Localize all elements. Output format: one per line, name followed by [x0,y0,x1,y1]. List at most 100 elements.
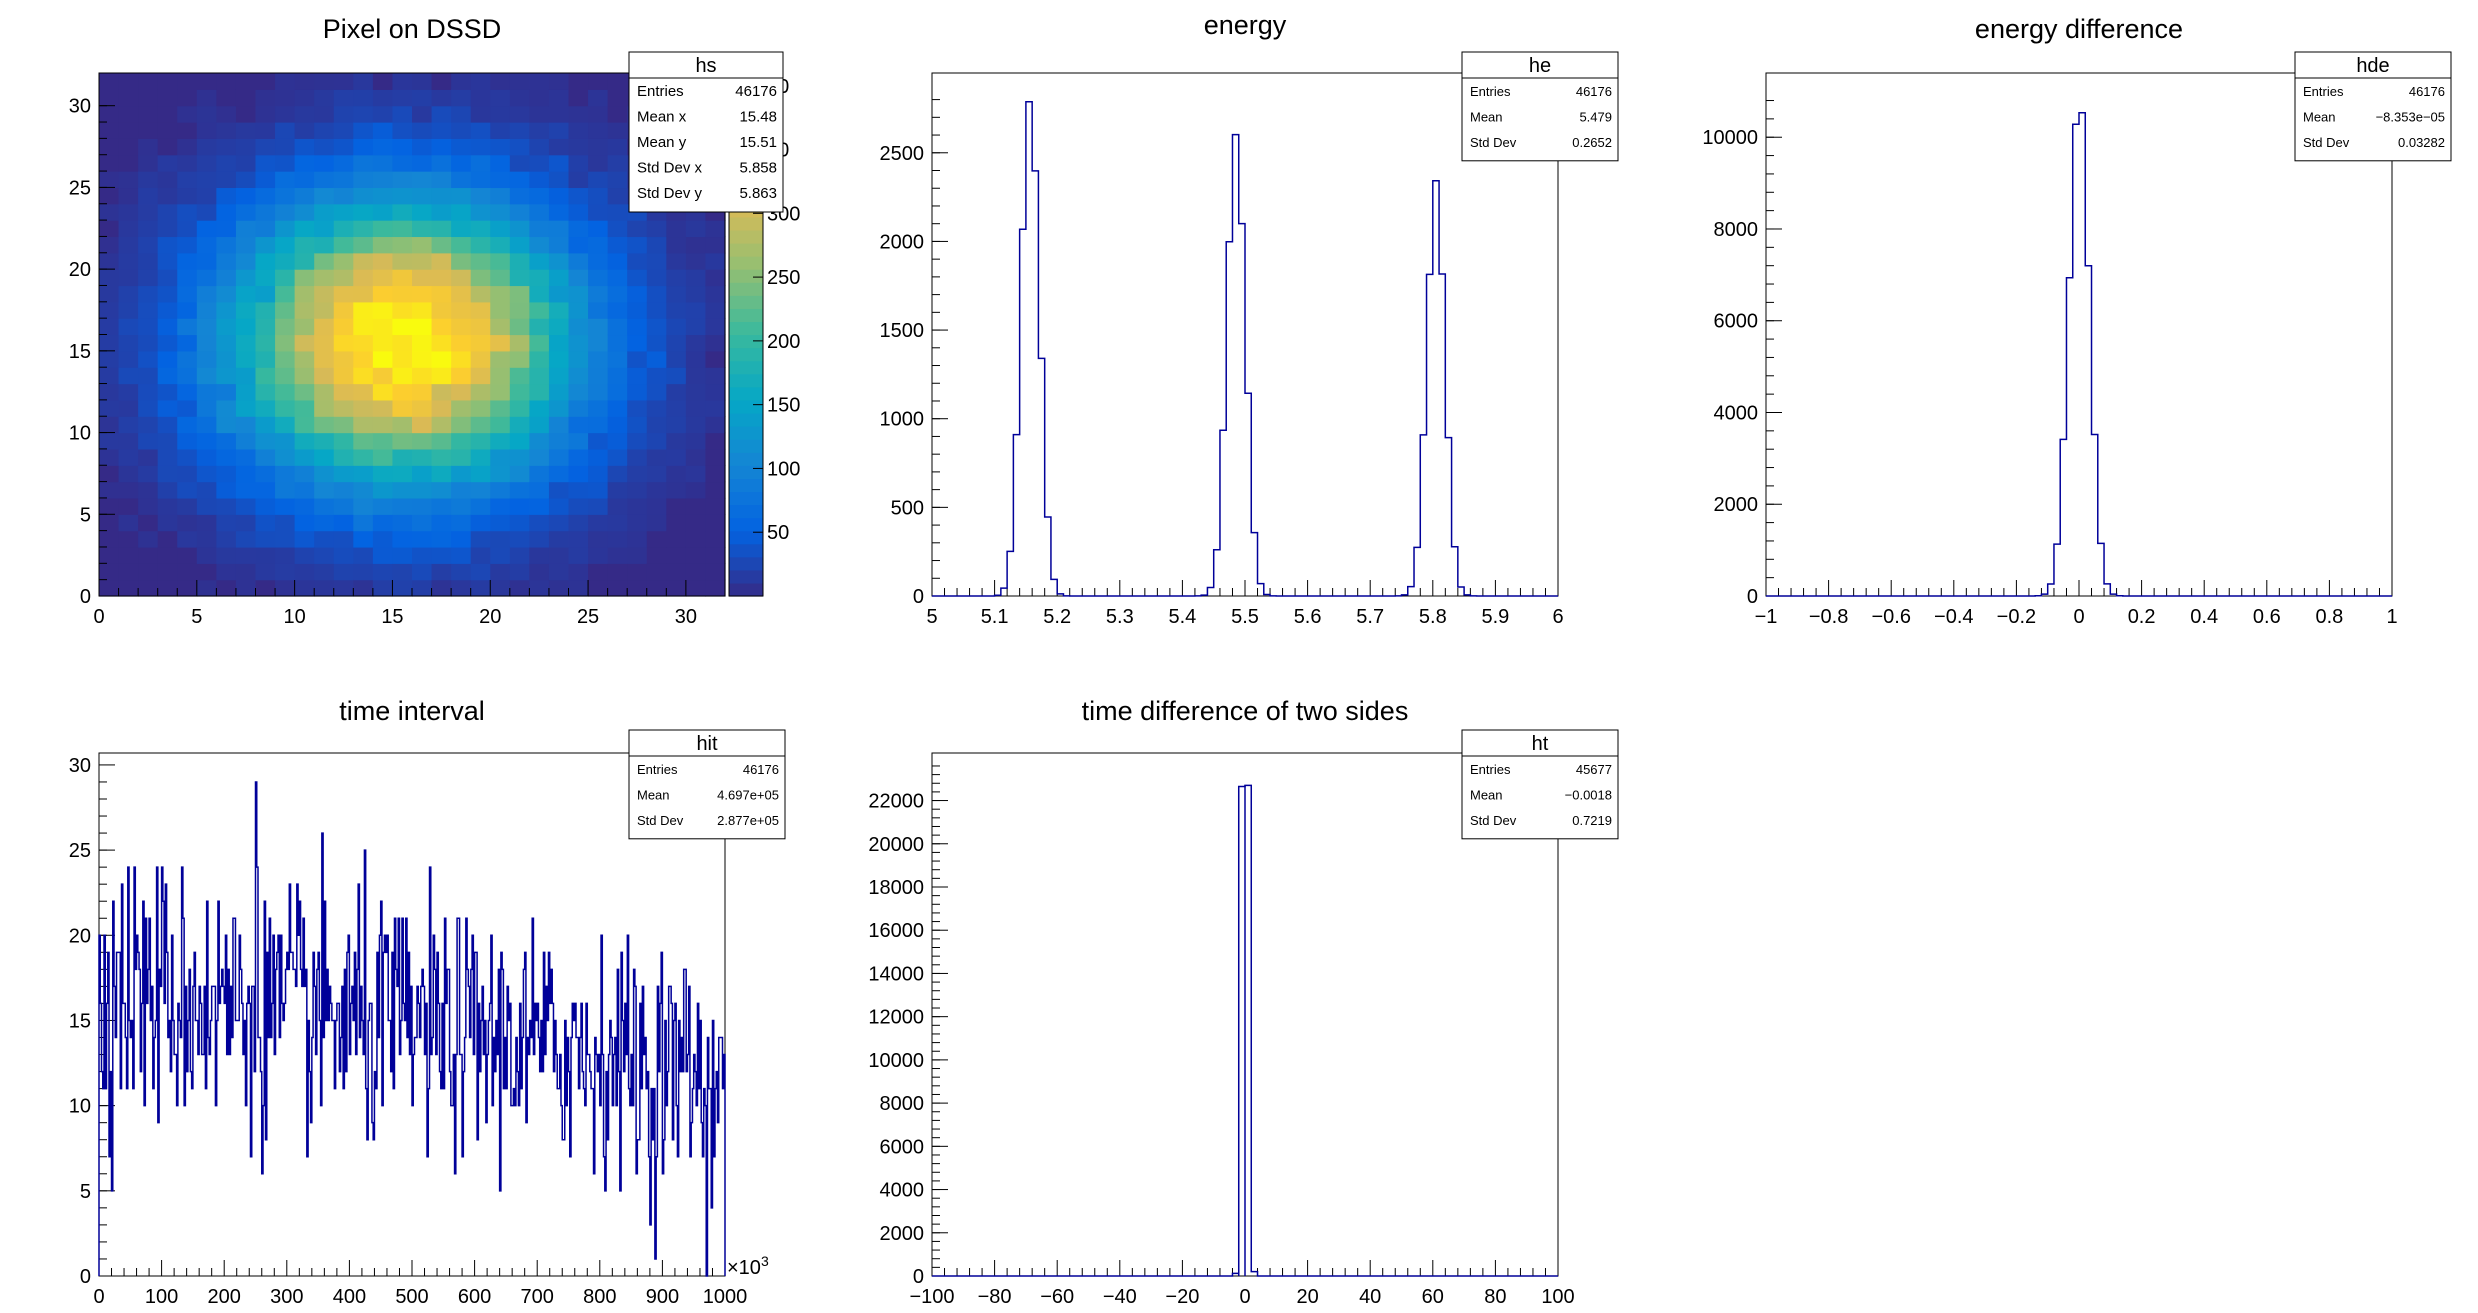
heatmap-cell [646,432,667,450]
heatmap-cell [196,269,217,287]
heatmap-cell [235,138,257,156]
x-tick-label: 1 [2386,606,2397,628]
stats-value: 0.7219 [1572,813,1612,828]
heatmap-cell [235,383,257,401]
x-tick-label: 80 [1484,1286,1506,1308]
heatmap-cell [705,399,726,417]
heatmap-cell [568,367,589,385]
heatmap-cell [392,138,413,156]
heatmap-cell [118,203,139,221]
heatmap-cell [490,318,511,336]
heatmap-cell [294,350,315,368]
heatmap-cell [157,122,178,139]
palette-segment [729,465,763,479]
heatmap-cell [470,105,491,123]
palette-segment [729,256,763,270]
heatmap-cell [177,563,198,581]
palette-segment [729,426,763,440]
palette-segment [729,216,763,231]
heatmap-cell [588,154,609,172]
heatmap-cell [529,105,550,123]
heatmap-cell [157,481,178,499]
heatmap-cell [275,301,296,319]
heatmap-cell [255,530,276,548]
heatmap-cell [666,563,687,581]
heatmap-cell [646,383,667,401]
heatmap-cell [99,154,120,172]
heatmap-cell [490,138,511,156]
heatmap-cell [568,563,589,581]
heatmap-cell [118,171,139,189]
heatmap-cell [685,514,707,532]
heatmap-cell [646,481,667,499]
heatmap-cell [470,138,491,156]
heatmap-cell [275,236,296,254]
heatmap-cell [177,367,198,385]
x-tick-label: 5.3 [1106,606,1134,628]
heatmap-cell [529,171,550,189]
heatmap-cell [470,546,491,564]
y-tick-label: 30 [69,755,91,777]
heatmap-cell [490,236,511,254]
heatmap-cell [177,546,198,564]
heatmap-cell [529,399,550,417]
heatmap-cell [451,318,472,336]
heatmap-cell [529,530,550,548]
heatmap-cell [529,252,550,270]
heatmap-cell [275,220,296,238]
heatmap-cell [548,399,570,417]
heatmap-cell [235,481,257,499]
heatmap-cell [470,367,491,385]
heatmap-cell [412,514,433,532]
heatmap-cell [235,448,257,466]
heatmap-cell [568,105,589,123]
heatmap-cell [431,252,452,270]
heatmap-cell [470,73,491,90]
heatmap-cell [509,530,530,548]
heatmap-cell [627,465,648,483]
heatmap-cell [509,220,530,238]
heatmap-cell [529,579,550,597]
heatmap-cell [529,89,550,107]
heatmap-cell [470,497,491,515]
heatmap-cell [588,138,609,156]
heatmap-cell [255,497,276,515]
heatmap-cell [99,187,120,205]
heatmap-cell [412,416,433,434]
heatmap-cell [255,187,276,205]
heatmap-cell [255,122,276,139]
heatmap-cell [412,301,433,319]
y-tick-label: 2500 [880,143,925,165]
heatmap-cell [451,432,472,450]
heatmap-cell [275,187,296,205]
heatmap-cell [314,171,335,189]
heatmap-cell [255,563,276,581]
heatmap-cell [412,432,433,450]
heatmap-cell [705,416,726,434]
heatmap-cell [157,138,178,156]
heatmap-cell [255,318,276,336]
y-tick-label: 8000 [1714,219,1759,241]
heatmap-cell [568,154,589,172]
heatmap-cell [314,481,335,499]
heatmap-cell [353,432,374,450]
heatmap-cell [412,465,433,483]
heatmap-cell [314,236,335,254]
heatmap-cell [529,497,550,515]
heatmap-cell [431,138,452,156]
heatmap-cell [705,546,726,564]
heatmap-cell [588,318,609,336]
y-tick-label: 4000 [1714,402,1759,424]
heatmap-cell [372,171,394,189]
heatmap-cell [216,171,237,189]
heatmap-cell [353,187,374,205]
chart-title: time interval [339,696,485,726]
x-tick-label: 5 [191,606,202,628]
heatmap-cell [372,579,394,597]
heatmap-cell [588,383,609,401]
heatmap-cell [451,138,472,156]
x-tick-label: 20 [1296,1286,1318,1308]
heatmap-cell [607,416,628,434]
heatmap-cell [275,399,296,417]
